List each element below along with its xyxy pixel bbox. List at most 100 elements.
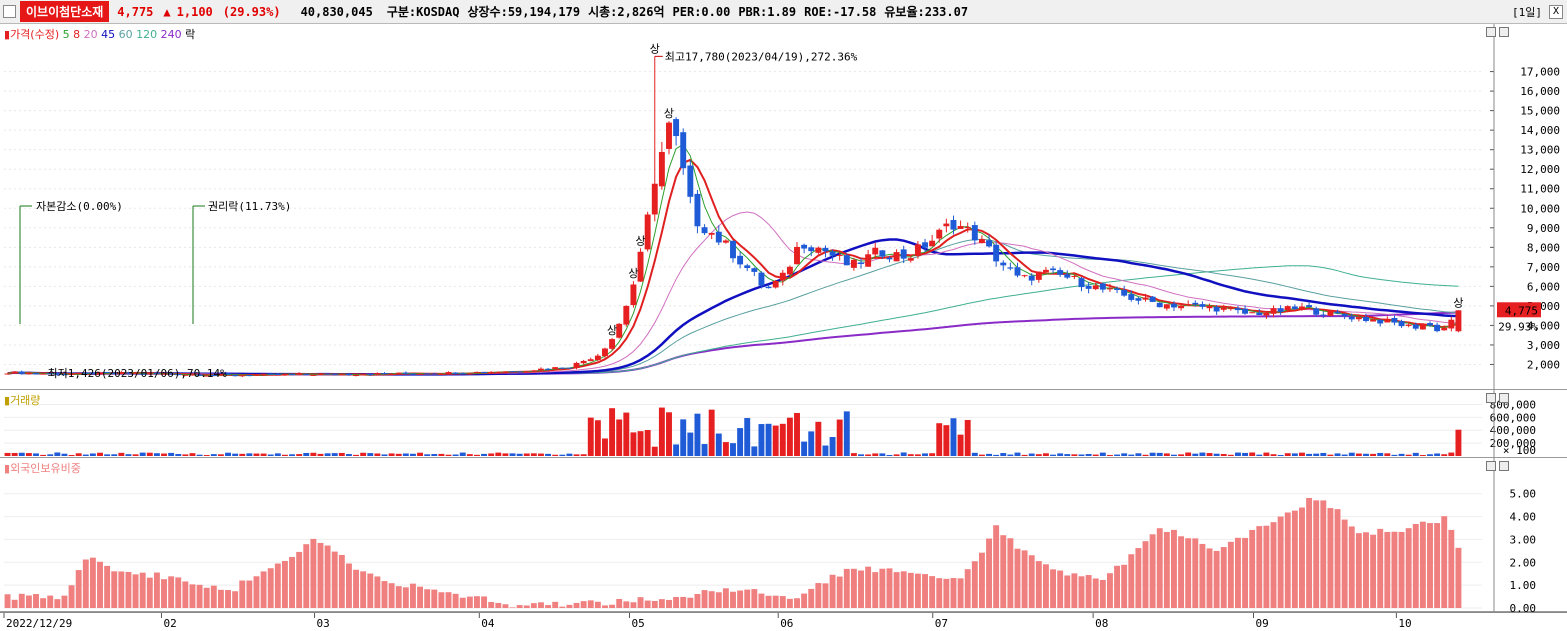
volume-bar: [1348, 452, 1355, 456]
candle: [858, 262, 864, 264]
volume-bar: [331, 453, 338, 456]
volume-bar: [1007, 454, 1014, 456]
foreign-bar: [1341, 519, 1348, 608]
candle: [843, 255, 850, 266]
foreign-bar: [559, 606, 566, 608]
candle: [1334, 311, 1341, 314]
candle: [111, 372, 118, 374]
foreign-bar: [1171, 529, 1177, 608]
price-change-pct: (29.93%): [222, 4, 281, 19]
candle: [1199, 304, 1206, 307]
foreign-bar: [758, 593, 765, 608]
x-axis-labels: 2022/12/29 02 03 04 05 06 07 08 09 10: [3, 613, 1412, 630]
minimize-icon[interactable]: [1486, 27, 1496, 37]
chart-menu-checkbox[interactable]: [3, 5, 16, 18]
foreign-bar: [1405, 528, 1412, 608]
close-button[interactable]: X: [1549, 5, 1563, 19]
volume-bar: [566, 453, 573, 456]
volume-bar: [54, 452, 61, 456]
price-chart[interactable]: 17,000 16,000 15,000 14,000 13,000 12,000 11,0…: [0, 24, 1567, 390]
market-cap: 시총:2,826억: [588, 5, 665, 19]
stock-name[interactable]: 이브이첨단소재: [20, 1, 110, 22]
foreign-panel[interactable]: 5.00 4.00 3.00 2.00 1.00 0.00 ▮외국인보유비중: [0, 458, 1567, 612]
volume-bar: [139, 452, 146, 456]
foreign-bar: [673, 597, 680, 608]
foreign-bar: [1185, 538, 1192, 608]
candle: [609, 339, 616, 349]
candle: [673, 119, 680, 137]
volume-bar: [360, 452, 367, 456]
volume-bar: [978, 454, 985, 456]
candle: [1377, 319, 1384, 324]
maximize-icon[interactable]: [1499, 461, 1509, 471]
candle: [502, 371, 509, 373]
maximize-icon[interactable]: [1499, 393, 1509, 403]
foreign-bar: [644, 600, 651, 608]
volume-bar: [274, 453, 281, 456]
price-panel[interactable]: 17,000 16,000 15,000 14,000 13,000 12,000 11,0…: [0, 24, 1567, 390]
volume-bar: [1085, 454, 1092, 456]
legend-ma60: 60: [118, 28, 133, 41]
foreign-bar: [1419, 521, 1426, 608]
volume-bar: [488, 453, 495, 456]
price-tick-label: 6,000: [1527, 280, 1560, 293]
volume-bar: [466, 454, 473, 456]
candle: [1000, 262, 1007, 266]
candle: [338, 374, 345, 376]
volume-bar: [573, 454, 580, 456]
foreign-bar: [54, 599, 61, 608]
price-tick-label: 7,000: [1527, 261, 1560, 274]
candle: [417, 373, 424, 375]
foreign-bar: [666, 599, 672, 608]
candle: [161, 373, 167, 375]
ma120-line: [7, 265, 1459, 375]
volume-bar: [1249, 452, 1256, 456]
per-value: PER:0.00: [672, 4, 731, 19]
candle: [1135, 298, 1142, 301]
foreign-bar: [189, 584, 196, 608]
foreign-bar: [1021, 550, 1028, 608]
current-pct-tag-label: 29.93%: [1498, 320, 1538, 333]
minimize-icon[interactable]: [1486, 461, 1496, 471]
volume-bar: [40, 454, 47, 456]
foreign-bar: [1142, 541, 1149, 608]
volume-panel[interactable]: 800,000 600,000 400,000 200,000 × 100 ▮거래량: [0, 390, 1567, 458]
volume-bar: [523, 453, 530, 456]
volume-bar: [879, 453, 886, 456]
volume-bar: [1114, 454, 1121, 456]
volume-bar: [196, 454, 203, 456]
candle: [97, 372, 103, 375]
minimize-icon[interactable]: [1486, 393, 1496, 403]
candle: [737, 255, 744, 265]
foreign-bar: [1291, 510, 1298, 608]
ma8-line: [7, 158, 1459, 377]
volume-bar: [189, 453, 196, 456]
candle: [637, 251, 644, 282]
volume-bar: [289, 454, 295, 456]
volume-bar: [779, 423, 786, 456]
candle: [367, 373, 374, 375]
candle: [11, 371, 18, 374]
volume-bar: [1327, 454, 1334, 456]
maximize-icon[interactable]: [1499, 27, 1509, 37]
candle: [1405, 324, 1412, 326]
candle: [1035, 271, 1042, 280]
volume-bar: [1121, 453, 1128, 456]
volume-bar: [481, 453, 488, 456]
candle: [1078, 278, 1085, 288]
price-tick-label: 14,000: [1520, 124, 1560, 137]
candle: [1021, 275, 1028, 277]
volume-bar: [1242, 452, 1249, 456]
candle: [1220, 307, 1227, 310]
volume-bar: [217, 454, 224, 456]
period-selector[interactable]: [1일]: [1512, 6, 1542, 19]
candle: [40, 373, 47, 375]
volume-bar: [936, 423, 943, 456]
foreign-chart[interactable]: 5.00 4.00 3.00 2.00 1.00 0.00: [0, 458, 1567, 612]
volume-bar: [1050, 454, 1057, 456]
candle: [1284, 306, 1291, 311]
foreign-bar: [1206, 548, 1213, 608]
legend-volume: 거래량: [10, 394, 41, 407]
candle: [47, 373, 54, 375]
